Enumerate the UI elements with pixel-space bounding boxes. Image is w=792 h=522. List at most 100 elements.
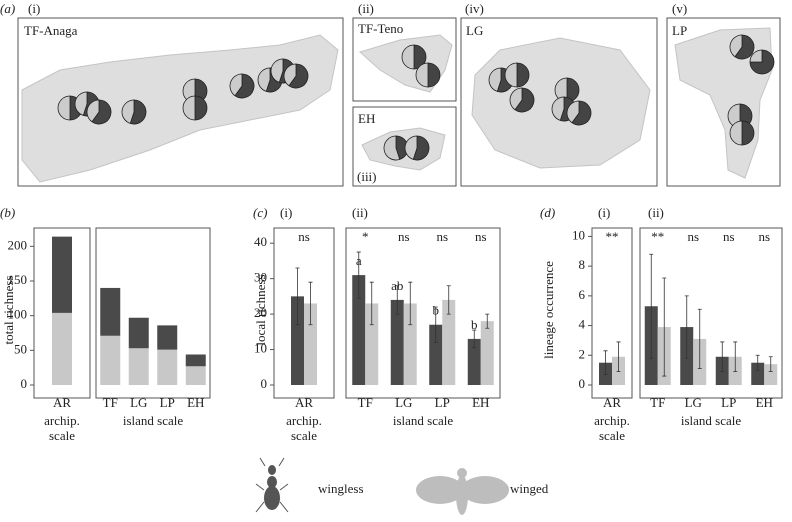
pie-slice xyxy=(86,99,100,123)
x-axis-label: scale xyxy=(291,428,317,443)
bar xyxy=(467,338,481,385)
pie-slice xyxy=(91,99,112,125)
error-bar xyxy=(295,267,300,326)
x-tick-label: TF xyxy=(103,395,118,410)
bar xyxy=(403,303,417,385)
pie-slice xyxy=(749,49,763,63)
error-bar xyxy=(684,295,689,359)
y-tick-label: 150 xyxy=(8,272,28,287)
bar xyxy=(751,362,765,385)
island-shape xyxy=(21,34,339,183)
x-tick-label: LP xyxy=(721,395,736,410)
pie-slice xyxy=(194,95,208,121)
bar-segment xyxy=(128,348,149,385)
plot-frame xyxy=(33,227,91,399)
significance-label: ns xyxy=(475,229,487,244)
bar-segment xyxy=(52,312,72,385)
map-label: LG xyxy=(466,23,483,38)
pie-slice xyxy=(734,34,755,60)
x-axis-label: archip. xyxy=(44,413,80,428)
x-axis-label: archip. xyxy=(286,413,322,428)
bar xyxy=(291,296,304,385)
error-bar xyxy=(662,277,667,377)
significance-label: ** xyxy=(606,229,619,244)
pie-slice xyxy=(514,87,535,113)
pie-slice xyxy=(383,135,401,161)
x-axis-label: island scale xyxy=(393,413,454,428)
pie-slice xyxy=(413,44,427,70)
x-tick-label: LG xyxy=(395,395,412,410)
pie-slice xyxy=(283,63,297,87)
subpanel-label: (ii) xyxy=(352,205,368,220)
group-letter: b xyxy=(433,303,440,318)
x-axis-label: scale xyxy=(49,428,75,443)
bar xyxy=(429,324,443,385)
pie-slice xyxy=(257,67,271,92)
plot-frame xyxy=(639,227,783,399)
y-axis-label: lineage occurrence xyxy=(541,261,556,359)
y-axis-label: total richness xyxy=(1,276,16,345)
fly-icon xyxy=(416,468,509,515)
pie-slice xyxy=(571,100,592,126)
x-tick-label: EH xyxy=(187,395,204,410)
error-bar xyxy=(616,341,621,373)
plot-frame xyxy=(591,227,633,399)
significance-label: ns xyxy=(687,229,699,244)
map-panel-label: (iv) xyxy=(465,1,484,16)
y-tick-label: 50 xyxy=(14,341,27,356)
y-tick-label: 10 xyxy=(254,341,267,356)
pie-slice xyxy=(404,135,418,160)
y-tick-label: 2 xyxy=(579,346,586,361)
pie-slice xyxy=(427,62,441,88)
bar xyxy=(390,299,404,385)
error-bar xyxy=(395,285,400,315)
pie-slice xyxy=(74,91,88,116)
panel-label: (c) xyxy=(253,205,267,220)
legend-label: winged xyxy=(510,481,549,496)
legend-label: wingless xyxy=(318,481,364,496)
error-bar xyxy=(472,329,477,349)
bar-segment xyxy=(185,366,206,385)
bar xyxy=(480,321,494,385)
map-label: TF-Teno xyxy=(358,21,403,36)
pie-slice xyxy=(749,49,775,75)
pie-slice xyxy=(729,34,743,58)
bar xyxy=(304,303,317,385)
y-tick-label: 40 xyxy=(254,234,267,249)
y-tick-label: 10 xyxy=(572,227,585,242)
error-bar xyxy=(649,253,654,359)
map-label: LP xyxy=(672,23,687,38)
error-bar xyxy=(408,281,413,326)
plot-frame xyxy=(95,227,211,399)
pie-slice xyxy=(121,99,135,124)
map-frame xyxy=(17,17,344,187)
pie-slice xyxy=(488,67,502,92)
y-tick-label: 0 xyxy=(579,376,586,391)
bar xyxy=(352,275,366,385)
x-tick-label: TF xyxy=(650,395,665,410)
map-panel-label: (ii) xyxy=(358,1,374,16)
bar xyxy=(764,364,778,385)
pie-slice xyxy=(401,44,415,70)
pie-slice xyxy=(415,62,429,88)
significance-label: * xyxy=(362,229,369,244)
error-bar xyxy=(485,313,490,329)
map-panel-label: (i) xyxy=(28,1,40,16)
significance-label: ns xyxy=(436,229,448,244)
error-bar xyxy=(433,306,438,343)
y-tick-label: 0 xyxy=(261,376,268,391)
group-letter: ab xyxy=(391,278,403,293)
error-bar xyxy=(369,281,374,326)
x-tick-label: EH xyxy=(472,395,489,410)
x-tick-label: AR xyxy=(295,395,313,410)
error-bar xyxy=(446,285,451,315)
y-tick-label: 30 xyxy=(254,270,267,285)
significance-label: ns xyxy=(398,229,410,244)
pie-slice xyxy=(182,95,196,121)
bar-segment xyxy=(100,335,121,385)
group-letter: b xyxy=(471,317,478,332)
map-label: TF-Anaga xyxy=(24,23,78,38)
significance-label: ns xyxy=(723,229,735,244)
plot-frame xyxy=(345,227,501,399)
